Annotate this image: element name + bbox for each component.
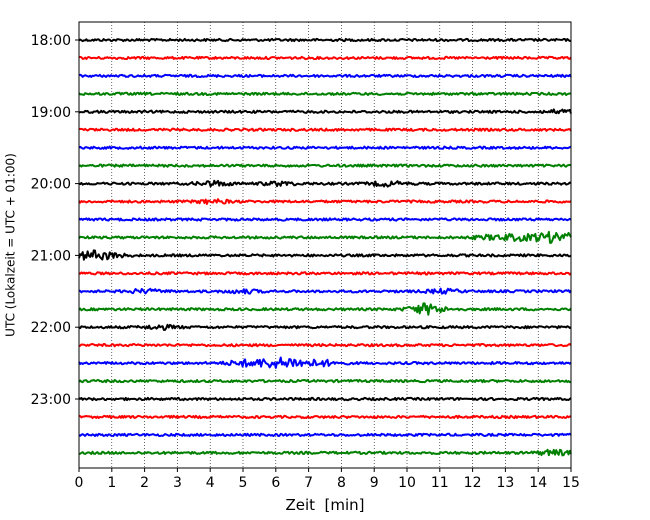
x-tick-label-13: 13	[496, 475, 514, 491]
trace-1900-3	[78, 163, 572, 168]
y-axis-ticks: 18:00 19:00 20:00 21:00 22:00 23:00	[31, 33, 79, 408]
x-tick-label-10: 10	[398, 475, 416, 491]
trace-2100-1	[78, 271, 572, 276]
trace-2300-3	[78, 448, 572, 457]
trace-2300-0	[78, 396, 572, 402]
trace-2200-2	[78, 356, 572, 369]
trace-2200-0	[78, 323, 572, 331]
x-tick-label-9: 9	[370, 475, 379, 491]
trace-1800-1	[78, 55, 572, 61]
y-tick-label-2300: 23:00	[31, 392, 71, 408]
x-axis-ticks: 0 1 2 3 4 5 6 7 8 9 10 11 12 13 14 15	[75, 468, 580, 491]
x-tick-label-1: 1	[107, 475, 116, 491]
trace-2000-2	[78, 217, 572, 222]
x-tick-label-5: 5	[239, 475, 248, 491]
trace-2000-1	[78, 198, 572, 205]
x-tick-label-3: 3	[173, 475, 182, 491]
x-tick-label-6: 6	[271, 475, 280, 491]
trace-2100-3	[78, 302, 572, 316]
trace-1800-2	[78, 73, 572, 79]
trace-2000-0	[78, 179, 572, 188]
trace-2200-1	[78, 343, 572, 348]
trace-2100-2	[78, 287, 572, 295]
trace-2000-3	[78, 230, 572, 244]
vertical-grid-lines	[111, 22, 539, 468]
trace-1900-0	[78, 108, 572, 115]
y-tick-label-2200: 22:00	[31, 320, 71, 336]
seismic-traces	[78, 37, 572, 457]
x-tick-label-7: 7	[304, 475, 313, 491]
y-tick-label-2100: 21:00	[31, 248, 71, 264]
y-tick-label-1900: 19:00	[31, 105, 71, 121]
x-tick-label-12: 12	[464, 475, 482, 491]
trace-2300-1	[78, 414, 572, 420]
x-tick-label-2: 2	[140, 475, 149, 491]
x-tick-label-11: 11	[431, 475, 449, 491]
trace-2100-0	[78, 249, 572, 261]
trace-2200-3	[78, 378, 572, 384]
trace-1900-2	[78, 145, 572, 150]
trace-1800-0	[78, 37, 572, 43]
y-tick-label-2000: 20:00	[31, 177, 71, 193]
trace-1900-1	[78, 127, 572, 132]
x-tick-label-15: 15	[562, 475, 580, 491]
x-tick-label-8: 8	[337, 475, 346, 491]
x-tick-label-0: 0	[75, 475, 84, 491]
trace-2300-2	[78, 432, 572, 438]
y-tick-label-1800: 18:00	[31, 33, 71, 49]
plot-frame	[78, 21, 572, 469]
x-tick-label-4: 4	[206, 475, 215, 491]
x-tick-label-14: 14	[529, 475, 547, 491]
trace-1800-3	[78, 91, 572, 96]
x-axis-label: Zeit [min]	[285, 496, 364, 514]
y-axis-label: UTC (Lokalzeit = UTC + 01:00)	[4, 153, 18, 337]
